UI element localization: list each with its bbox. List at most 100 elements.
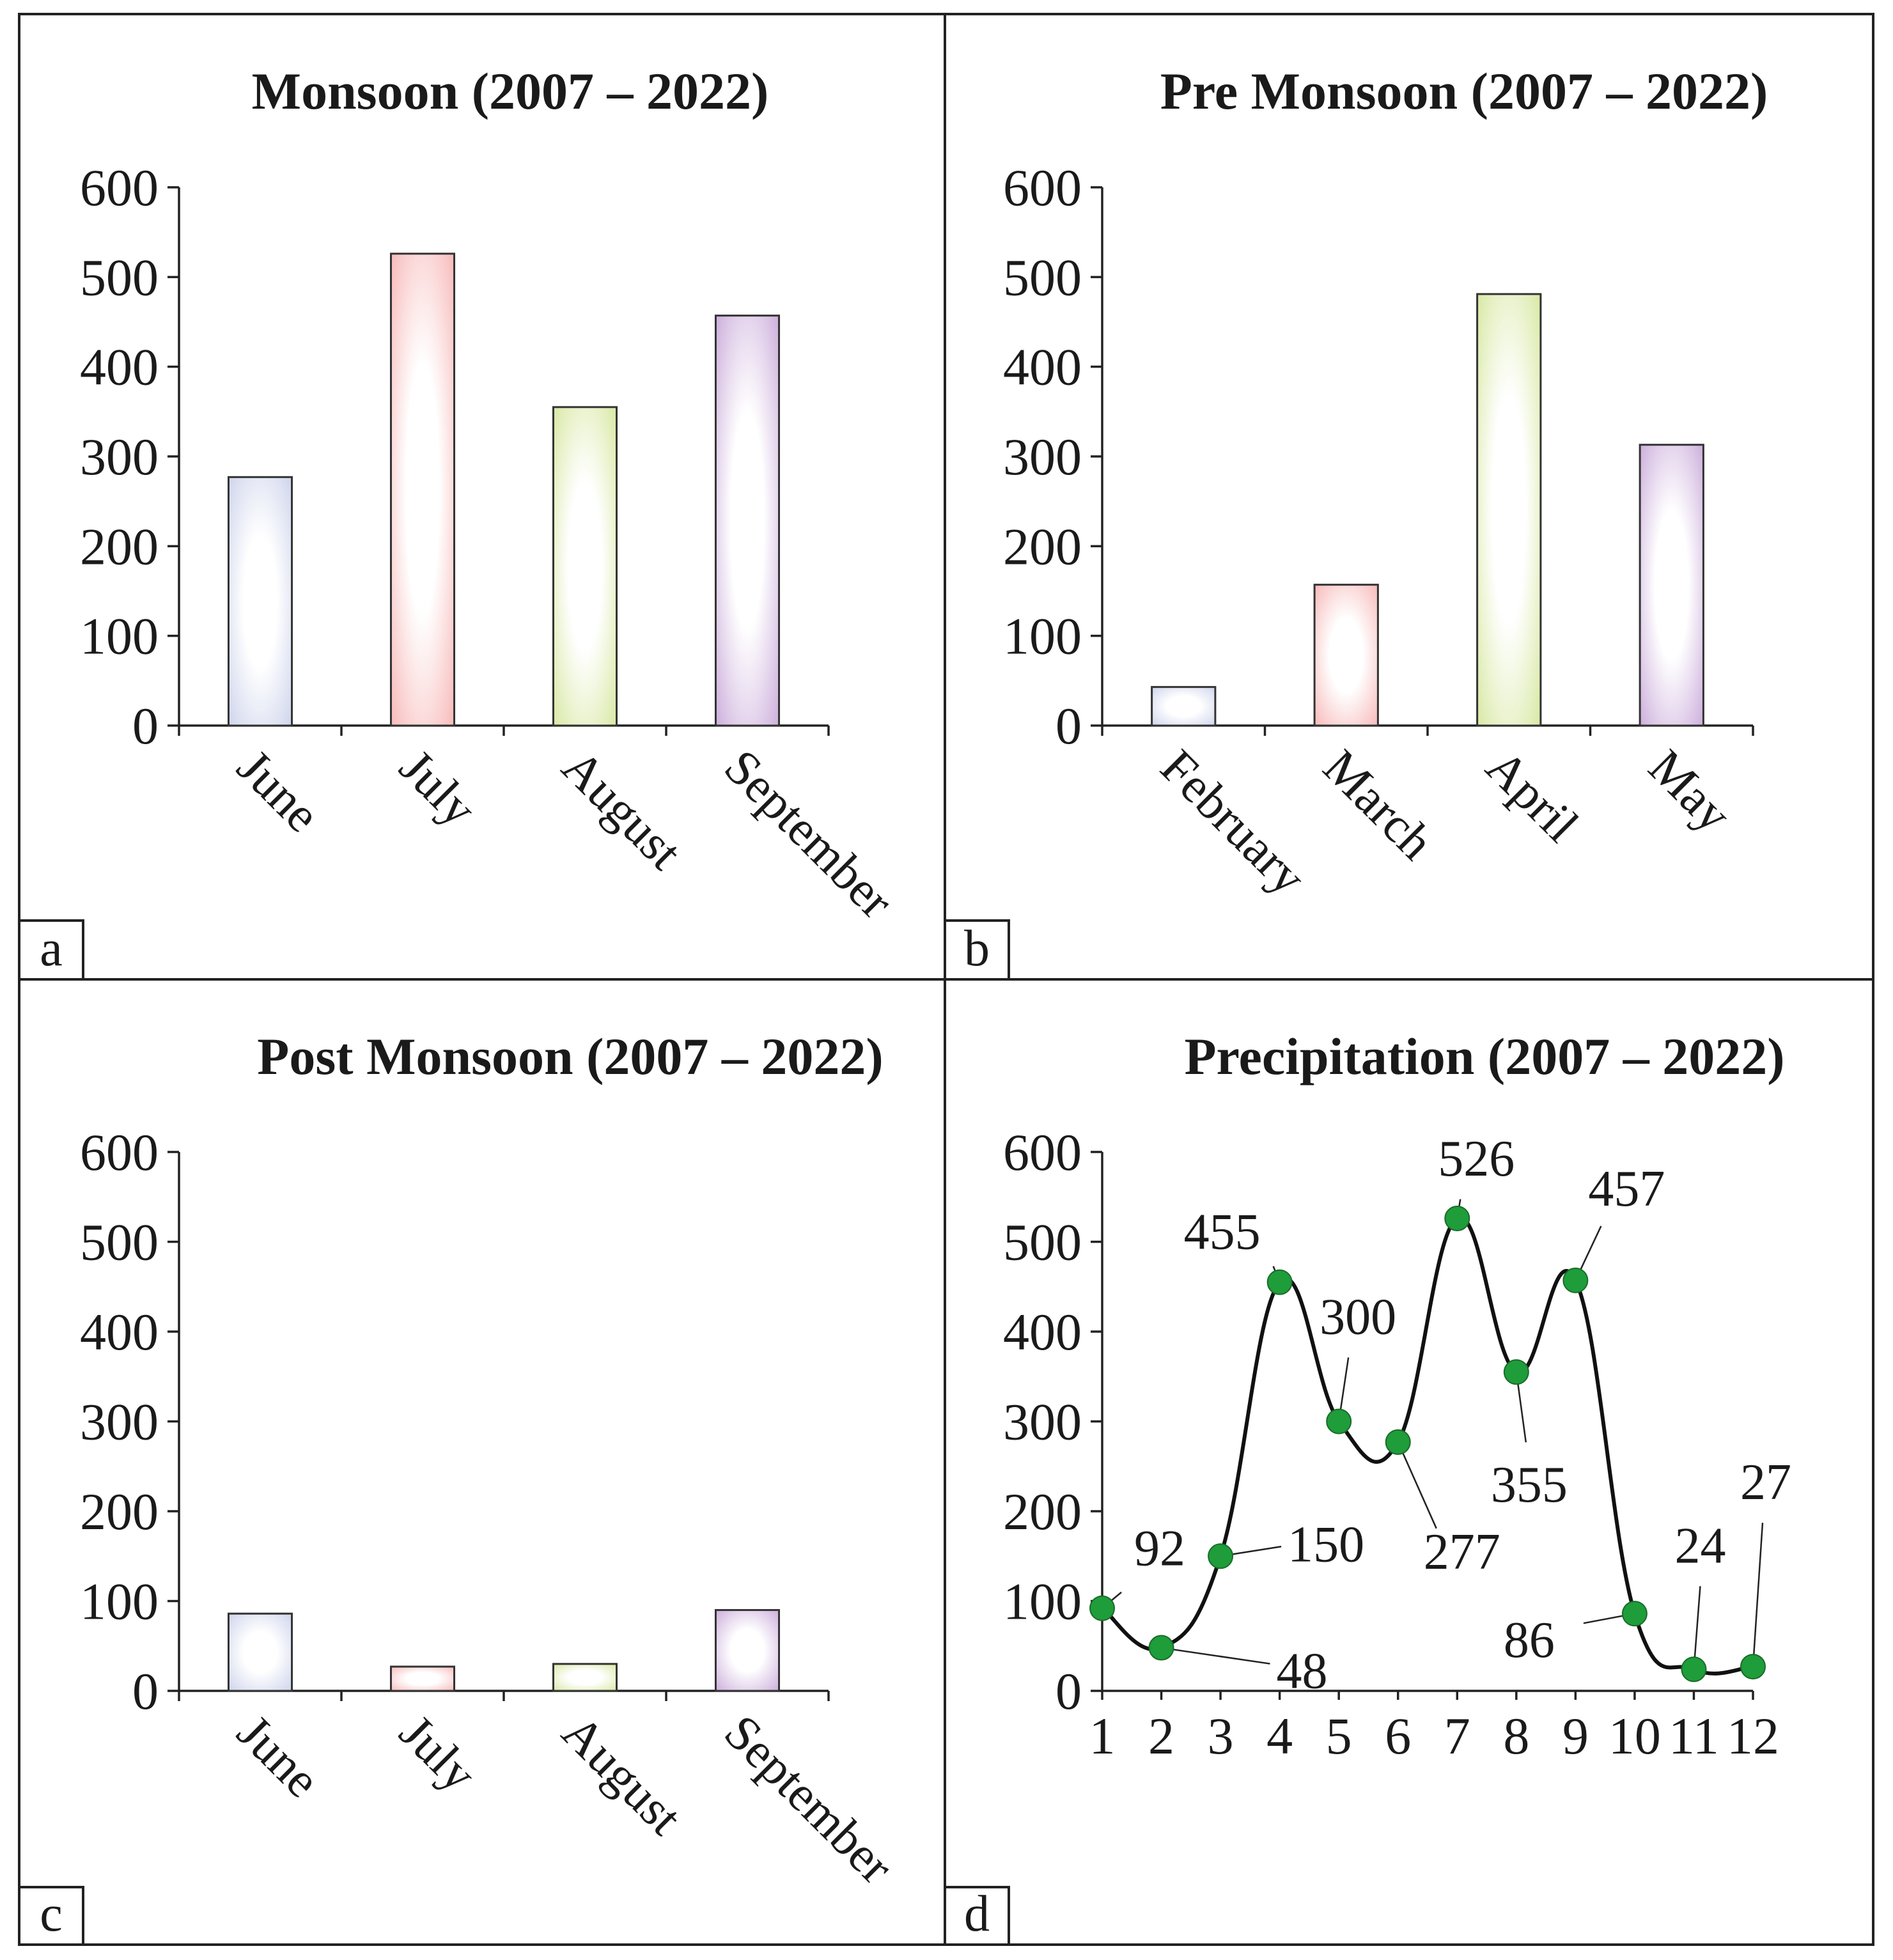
x-category-label: August	[552, 1704, 693, 1846]
bar-july	[389, 253, 456, 727]
data-label: 150	[1288, 1516, 1364, 1573]
x-tick-label: 10	[1609, 1707, 1661, 1765]
data-label: 455	[1184, 1204, 1261, 1261]
bar-august	[552, 1663, 618, 1692]
panel-c: Post Monsoon (2007 – 2022) 0 100 200 300 400 5…	[18, 1027, 904, 1946]
y-tick-label: 200	[80, 517, 159, 575]
x-category-label: September	[714, 1704, 904, 1894]
data-label-leader	[1752, 1522, 1764, 1667]
y-tick-label: 300	[1003, 428, 1082, 486]
y-tick-label: 200	[1003, 1482, 1082, 1541]
y-tick-label: 100	[80, 1573, 159, 1631]
bar-june	[227, 1612, 293, 1692]
x-tick-label: 4	[1266, 1707, 1293, 1765]
chart-title: Pre Monsoon (2007 – 2022)	[1160, 62, 1768, 120]
y-tick-label: 0	[132, 697, 159, 755]
bar-september	[714, 1609, 781, 1692]
panel-letter-box	[944, 1886, 1010, 1946]
data-label: 92	[1134, 1521, 1185, 1577]
y-tick-label: 400	[80, 338, 159, 396]
data-point-marker	[1266, 1269, 1293, 1295]
y-tick-label: 100	[1003, 607, 1082, 665]
data-label: 86	[1504, 1612, 1555, 1668]
y-tick-label: 400	[1003, 338, 1082, 396]
data-label: 27	[1740, 1454, 1791, 1511]
x-tick-label: 7	[1444, 1707, 1470, 1765]
bar-august	[552, 406, 618, 727]
data-label: 355	[1491, 1457, 1568, 1513]
x-category-label: February	[1150, 739, 1317, 906]
y-tick-label: 600	[1003, 159, 1082, 217]
data-label: 457	[1588, 1161, 1665, 1217]
data-point-marker	[1208, 1543, 1234, 1569]
y-tick-label: 0	[1056, 697, 1082, 755]
precipitation-line	[1101, 1215, 1754, 1676]
data-point-marker	[1503, 1359, 1529, 1385]
x-tick-label: 12	[1727, 1707, 1779, 1765]
y-tick-label: 400	[1003, 1303, 1082, 1361]
data-point-marker	[1444, 1205, 1470, 1231]
y-tick-label: 500	[1003, 1213, 1082, 1272]
x-tick-label: 9	[1562, 1707, 1589, 1765]
x-tick-label: 11	[1669, 1707, 1719, 1765]
data-point-marker	[1148, 1635, 1174, 1661]
y-tick-label: 200	[1003, 517, 1082, 575]
data-label: 277	[1424, 1524, 1500, 1580]
y-tick-label: 100	[1003, 1573, 1082, 1631]
data-point-marker	[1621, 1601, 1648, 1627]
data-label: 300	[1320, 1289, 1396, 1346]
panel-letter: b	[964, 921, 990, 977]
y-tick-label: 600	[80, 159, 159, 217]
panel-letter-box	[944, 919, 1010, 981]
x-category-label: May	[1639, 739, 1743, 843]
bar-june	[227, 476, 293, 727]
data-point-marker	[1681, 1656, 1707, 1683]
x-category-label: August	[552, 739, 693, 880]
bar-september	[714, 315, 781, 727]
y-tick-label: 300	[1003, 1393, 1082, 1451]
bar-july	[389, 1665, 456, 1692]
x-category-label: June	[227, 1704, 331, 1808]
x-category-label: June	[227, 739, 331, 843]
panel-letter: c	[40, 1886, 63, 1942]
panel-d: Precipitation (2007 – 2022) 0 100 200 300 400…	[944, 1027, 1791, 1946]
bar-april	[1476, 293, 1542, 727]
y-tick-label: 100	[80, 607, 159, 665]
data-label: 24	[1674, 1518, 1726, 1574]
y-tick-label: 500	[80, 248, 159, 306]
y-tick-label: 400	[80, 1303, 159, 1361]
y-tick-label: 0	[1056, 1662, 1082, 1720]
data-point-marker	[1385, 1429, 1411, 1455]
data-label-leader	[1397, 1442, 1437, 1529]
data-point-marker	[1562, 1267, 1589, 1293]
x-category-label: July	[389, 739, 487, 837]
y-tick-label: 500	[1003, 248, 1082, 306]
data-label-leader	[1693, 1586, 1701, 1670]
data-point-marker	[1326, 1408, 1352, 1435]
panel-letter-box	[18, 1886, 84, 1946]
x-category-label: September	[714, 739, 904, 929]
x-category-label: March	[1313, 739, 1444, 870]
panel-b: Pre Monsoon (2007 – 2022) 0 100 200 300 400 50…	[944, 62, 1768, 981]
x-tick-label: 5	[1326, 1707, 1352, 1765]
panel-letter-box	[18, 919, 84, 981]
panel-letter: d	[964, 1886, 990, 1942]
y-tick-label: 200	[80, 1482, 159, 1541]
data-label: 526	[1438, 1131, 1515, 1187]
y-tick-label: 600	[80, 1123, 159, 1181]
y-tick-label: 300	[80, 428, 159, 486]
y-tick-label: 600	[1003, 1123, 1082, 1181]
y-tick-label: 300	[80, 1393, 159, 1451]
panel-letter: a	[40, 921, 63, 977]
data-label-leader	[1161, 1647, 1270, 1665]
y-tick-label: 500	[80, 1213, 159, 1272]
x-tick-label: 8	[1503, 1707, 1529, 1765]
chart-title: Precipitation (2007 – 2022)	[1184, 1027, 1784, 1085]
bar-may	[1639, 444, 1704, 727]
x-tick-label: 1	[1089, 1707, 1116, 1765]
bar-february	[1151, 686, 1217, 727]
chart-title: Monsoon (2007 – 2022)	[252, 62, 769, 120]
y-tick-label: 0	[132, 1662, 159, 1720]
data-point-marker	[1089, 1595, 1115, 1621]
